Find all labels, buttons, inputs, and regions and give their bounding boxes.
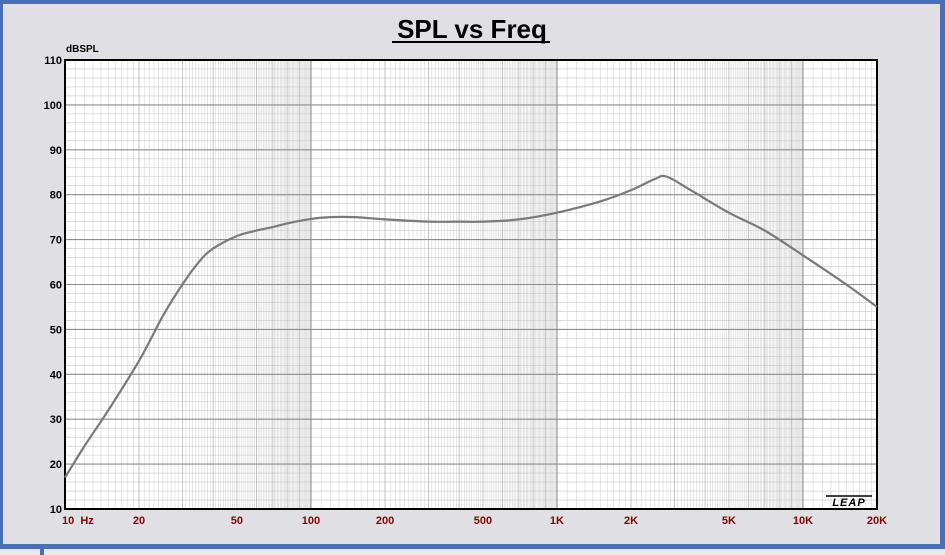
x-tick-label: 20 <box>133 515 145 527</box>
chart-title-group: SPL vs Freq <box>392 14 550 44</box>
chart-title: SPL vs Freq <box>397 14 547 44</box>
bottom-strip-mark <box>40 549 44 555</box>
y-axis-label: dBSPL <box>66 44 99 55</box>
plot-border <box>64 59 878 510</box>
major-grid <box>64 59 878 510</box>
y-tick-label: 20 <box>50 459 62 471</box>
y-tick-label: 30 <box>50 414 62 426</box>
y-tick-labels: 10 20 30 40 50 60 70 80 90 100 110 <box>44 55 62 516</box>
x-tick-label: 100 <box>302 515 320 527</box>
x-tick-label: 10K <box>793 515 813 527</box>
leap-logo-text: LEAP <box>832 497 865 509</box>
spl-curve <box>64 174 878 479</box>
x-tick-label: 500 <box>474 515 492 527</box>
x-tick-label: 50 <box>231 515 243 527</box>
y-tick-label: 60 <box>50 280 62 292</box>
x-tick-label: 2K <box>624 515 638 527</box>
x-tick-label: 200 <box>376 515 394 527</box>
series-layer <box>64 174 878 479</box>
x-tick-label: 20K <box>867 515 887 527</box>
y-tick-label: 110 <box>44 55 62 67</box>
y-tick-label: 40 <box>50 369 62 381</box>
leap-logo: LEAP <box>826 495 872 509</box>
x-tick-labels: 10 Hz 20 50 100 200 500 1K 2K 5K 10K 20K <box>62 515 887 527</box>
y-tick-label: 80 <box>50 190 62 202</box>
y-tick-label: 100 <box>44 100 62 112</box>
y-tick-label: 90 <box>50 145 62 157</box>
y-tick-label: 10 <box>50 504 62 516</box>
x-tick-label: 10 Hz <box>62 515 94 527</box>
x-tick-label: 5K <box>722 515 736 527</box>
x-tick-label: 1K <box>550 515 564 527</box>
y-tick-label: 50 <box>50 324 62 336</box>
y-tick-label: 70 <box>50 235 62 247</box>
bottom-strip <box>0 549 945 555</box>
